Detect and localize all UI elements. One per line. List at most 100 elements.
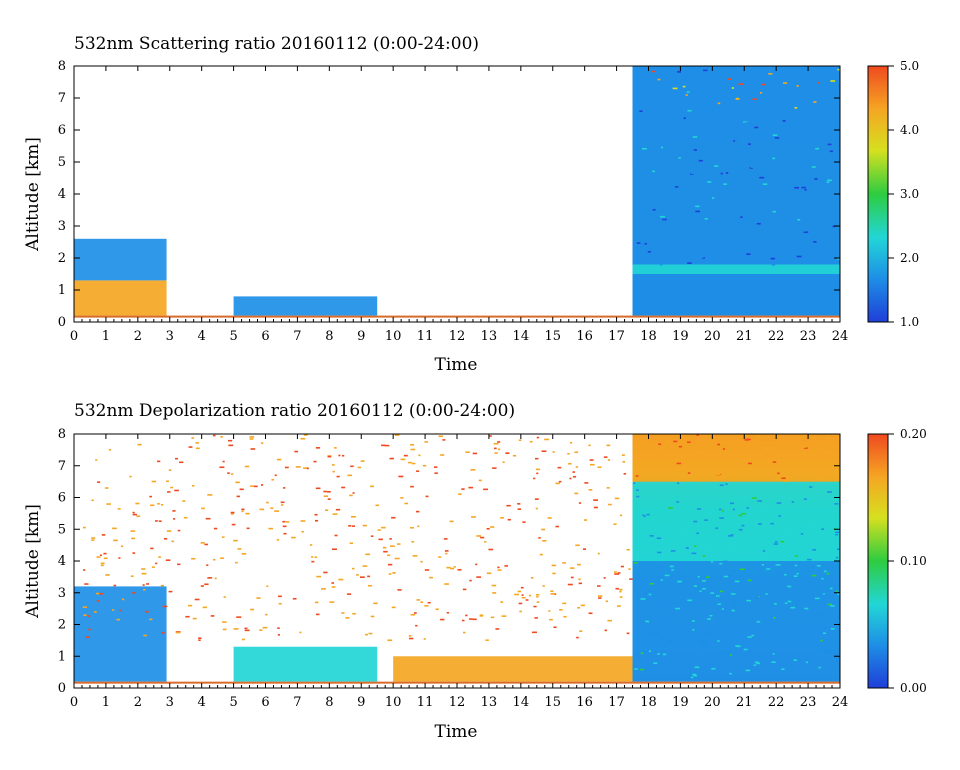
heatmap-speckle (759, 101, 762, 104)
heatmap-speckle (784, 582, 790, 585)
heatmap-cell (74, 280, 167, 316)
heatmap-speckle (800, 533, 804, 535)
heatmap-speckle (761, 645, 765, 648)
x-tick-label: 10 (385, 329, 402, 344)
heatmap-speckle (575, 544, 580, 547)
heatmap-speckle (332, 513, 338, 515)
heatmap-speckle (836, 593, 840, 595)
heatmap-speckle (784, 136, 789, 139)
heatmap-speckle (822, 475, 828, 477)
heatmap-speckle (772, 616, 776, 619)
heatmap-speckle (521, 596, 526, 599)
heatmap-speckle (832, 158, 837, 161)
heatmap-speckle (394, 434, 400, 436)
heatmap-speckle (639, 241, 643, 244)
x-tick-label: 0 (70, 329, 78, 344)
heatmap-speckle (198, 637, 202, 640)
heatmap-speckle (222, 460, 225, 463)
colorbar (867, 433, 889, 689)
heatmap-speckle (313, 460, 317, 463)
heatmap-speckle (803, 447, 808, 449)
x-tick-label: 18 (640, 329, 657, 344)
heatmap-speckle (652, 241, 657, 243)
heatmap-speckle (720, 172, 723, 175)
x-tick-label: 23 (800, 695, 817, 710)
heatmap-speckle (614, 497, 620, 500)
heatmap-speckle (410, 444, 415, 446)
heatmap-speckle (827, 603, 832, 606)
heatmap-speckle (745, 67, 748, 69)
heatmap-speckle (743, 248, 749, 250)
heatmap-speckle (410, 613, 416, 616)
heatmap-speckle (644, 242, 647, 245)
heatmap-speckle (639, 544, 643, 546)
heatmap-speckle (723, 261, 727, 264)
heatmap-speckle (696, 478, 701, 481)
heatmap-speckle (162, 605, 168, 608)
heatmap-speckle (465, 451, 470, 454)
heatmap-speckle (637, 574, 640, 577)
heatmap-speckle (779, 184, 782, 187)
heatmap-speckle (673, 440, 678, 443)
heatmap-speckle (321, 588, 326, 590)
heatmap-speckle (791, 252, 794, 254)
heatmap-speckle (334, 534, 338, 537)
heatmap-speckle (719, 186, 722, 189)
heatmap-speckle (303, 434, 308, 436)
heatmap-speckle (277, 627, 280, 629)
heatmap-speckle (671, 154, 676, 157)
y-tick-label: 6 (58, 123, 66, 138)
heatmap-speckle (365, 553, 371, 556)
heatmap-speckle (309, 544, 313, 546)
heatmap-speckle (642, 672, 647, 675)
heatmap-speckle (597, 595, 603, 597)
heatmap-speckle (731, 612, 734, 615)
heatmap-speckle (696, 127, 699, 130)
heatmap-speckle (175, 457, 178, 460)
heatmap-speckle (723, 560, 729, 563)
x-tick-label: 21 (736, 695, 753, 710)
heatmap-speckle (668, 532, 672, 534)
heatmap-speckle (729, 672, 733, 675)
heatmap-speckle (570, 576, 574, 579)
heatmap-speckle (536, 472, 539, 475)
heatmap-speckle (283, 532, 287, 535)
heatmap-speckle (703, 138, 707, 140)
heatmap-speckle (259, 508, 265, 511)
heatmap-speckle (725, 483, 728, 485)
heatmap-speckle (104, 487, 109, 489)
heatmap-speckle (350, 465, 354, 468)
heatmap-speckle (277, 634, 280, 636)
heatmap-cell (233, 646, 378, 682)
heatmap-speckle (748, 462, 752, 465)
heatmap-speckle (351, 515, 356, 518)
heatmap-speckle (132, 511, 135, 514)
heatmap-speckle (608, 503, 612, 506)
heatmap-speckle (733, 529, 736, 531)
heatmap-speckle (698, 131, 702, 133)
heatmap-speckle (712, 466, 717, 468)
heatmap-speckle (536, 596, 539, 598)
heatmap-speckle (420, 601, 424, 603)
heatmap-speckle (733, 570, 736, 573)
y-axis: 0 1 2 3 4 5 6 7 8 (58, 427, 840, 696)
heatmap-speckle (577, 563, 581, 566)
heatmap-speckle (772, 461, 777, 463)
heatmap-speckle (420, 560, 423, 563)
heatmap-speckle (811, 574, 817, 577)
heatmap-speckle (91, 537, 96, 539)
heatmap-speckle (244, 627, 248, 630)
heatmap-speckle (191, 557, 196, 560)
heatmap-speckle (171, 540, 175, 543)
heatmap-speckle (94, 611, 97, 613)
heatmap-speckle (660, 460, 663, 462)
heatmap-speckle (808, 142, 814, 145)
heatmap-speckle (449, 520, 454, 523)
heatmap-speckle (657, 116, 662, 118)
heatmap-speckle (782, 120, 786, 122)
heatmap-speckle (323, 490, 327, 493)
heatmap-speckle (424, 605, 429, 607)
heatmap-speckle (652, 633, 657, 636)
heatmap-speckle (745, 669, 751, 672)
heatmap-speckle (649, 667, 654, 669)
